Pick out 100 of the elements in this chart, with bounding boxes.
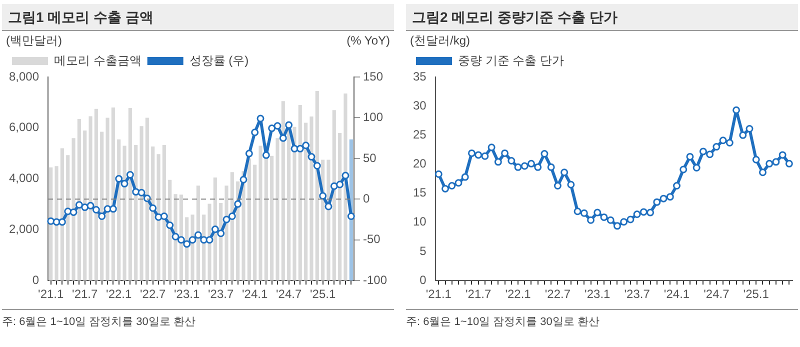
point — [587, 216, 595, 224]
point — [172, 232, 180, 240]
point — [534, 163, 542, 171]
point — [660, 194, 668, 202]
point — [138, 188, 146, 196]
point — [240, 176, 248, 184]
y2-tick-label: -100 — [362, 272, 388, 287]
point — [126, 170, 134, 178]
point — [474, 151, 482, 159]
point — [699, 148, 707, 156]
point — [336, 180, 344, 188]
y-tick-label: 2,000 — [9, 222, 40, 236]
legend-label: 메모리 수출금액 — [54, 53, 142, 68]
bar — [224, 186, 228, 281]
bar — [60, 148, 64, 281]
point — [313, 162, 321, 170]
point — [732, 106, 740, 114]
point — [528, 160, 535, 168]
point — [217, 230, 225, 238]
point — [302, 142, 310, 150]
bar — [315, 91, 319, 281]
y2-tick-label: 0 — [362, 191, 370, 206]
point — [540, 150, 548, 158]
chart-title: 그림2 메모리 중량기준 수출 단가 — [406, 4, 798, 31]
bar — [196, 186, 200, 281]
point — [308, 153, 316, 161]
point — [183, 240, 191, 248]
point — [766, 160, 774, 168]
point — [633, 210, 641, 218]
bar — [190, 214, 194, 281]
y-axis-title: (백만달러) — [6, 33, 62, 48]
point — [342, 172, 350, 180]
x-tick-label: '23.7 — [208, 287, 234, 302]
legend-label: 성장률 (우) — [189, 53, 249, 68]
point — [488, 144, 496, 152]
point — [251, 128, 259, 136]
point — [324, 202, 332, 210]
point — [758, 168, 766, 176]
point — [508, 157, 516, 165]
point — [149, 204, 157, 212]
point — [580, 209, 588, 217]
point — [86, 202, 94, 210]
point — [752, 156, 760, 164]
text: 주: 6월은 1~10일 잠정치를 30일로 환산 — [2, 315, 196, 329]
point — [166, 221, 174, 229]
bar — [213, 178, 217, 281]
bar — [230, 172, 234, 281]
point — [567, 180, 575, 188]
x-tick-label: '21.1 — [426, 287, 452, 302]
point — [75, 201, 83, 209]
x-tick-label: '24.7 — [704, 287, 730, 302]
y-tick-label: 25 — [412, 127, 427, 142]
y-tick-label: 20 — [412, 156, 427, 171]
point — [640, 208, 648, 216]
bar — [344, 94, 348, 281]
point — [613, 222, 621, 230]
x-tick-label: '21.7 — [466, 287, 492, 302]
point — [468, 149, 476, 157]
point — [501, 149, 509, 157]
point — [274, 122, 282, 130]
y-tick-label: 35 — [412, 69, 427, 84]
point — [448, 182, 456, 190]
point — [514, 163, 522, 171]
point — [98, 212, 106, 220]
point — [70, 208, 78, 216]
point — [434, 170, 442, 178]
point — [778, 151, 786, 159]
point — [132, 188, 140, 196]
y-tick-label: 6,000 — [9, 120, 40, 134]
point — [188, 236, 196, 244]
point — [726, 138, 734, 146]
point — [194, 231, 202, 239]
point — [620, 218, 628, 226]
y-tick-label: 8,000 — [9, 69, 40, 84]
point — [206, 236, 214, 244]
point — [653, 198, 661, 206]
point — [245, 150, 253, 158]
point — [268, 124, 276, 132]
point — [494, 158, 502, 166]
point — [706, 150, 714, 158]
point — [115, 175, 123, 183]
point — [109, 205, 117, 213]
x-tick-label: '24.1 — [664, 287, 690, 302]
y-tick-label: 0 — [32, 272, 40, 287]
y-tick-label: 10 — [412, 214, 427, 229]
x-tick-label: '22.7 — [544, 287, 571, 302]
point — [81, 204, 89, 212]
point — [692, 164, 700, 172]
x-tick-label: '22.7 — [140, 287, 166, 302]
y2-tick-label: -50 — [362, 232, 381, 246]
point — [58, 218, 66, 226]
y-tick-label: 4,000 — [9, 171, 40, 186]
point — [234, 200, 242, 208]
point — [739, 131, 747, 139]
bar — [111, 108, 115, 281]
point — [177, 236, 185, 244]
y-axis-title: (천달러/kg) — [410, 33, 470, 48]
x-tick-label: '25.1 — [310, 287, 336, 302]
point — [719, 136, 727, 144]
x-tick-label: '22.1 — [505, 287, 532, 302]
